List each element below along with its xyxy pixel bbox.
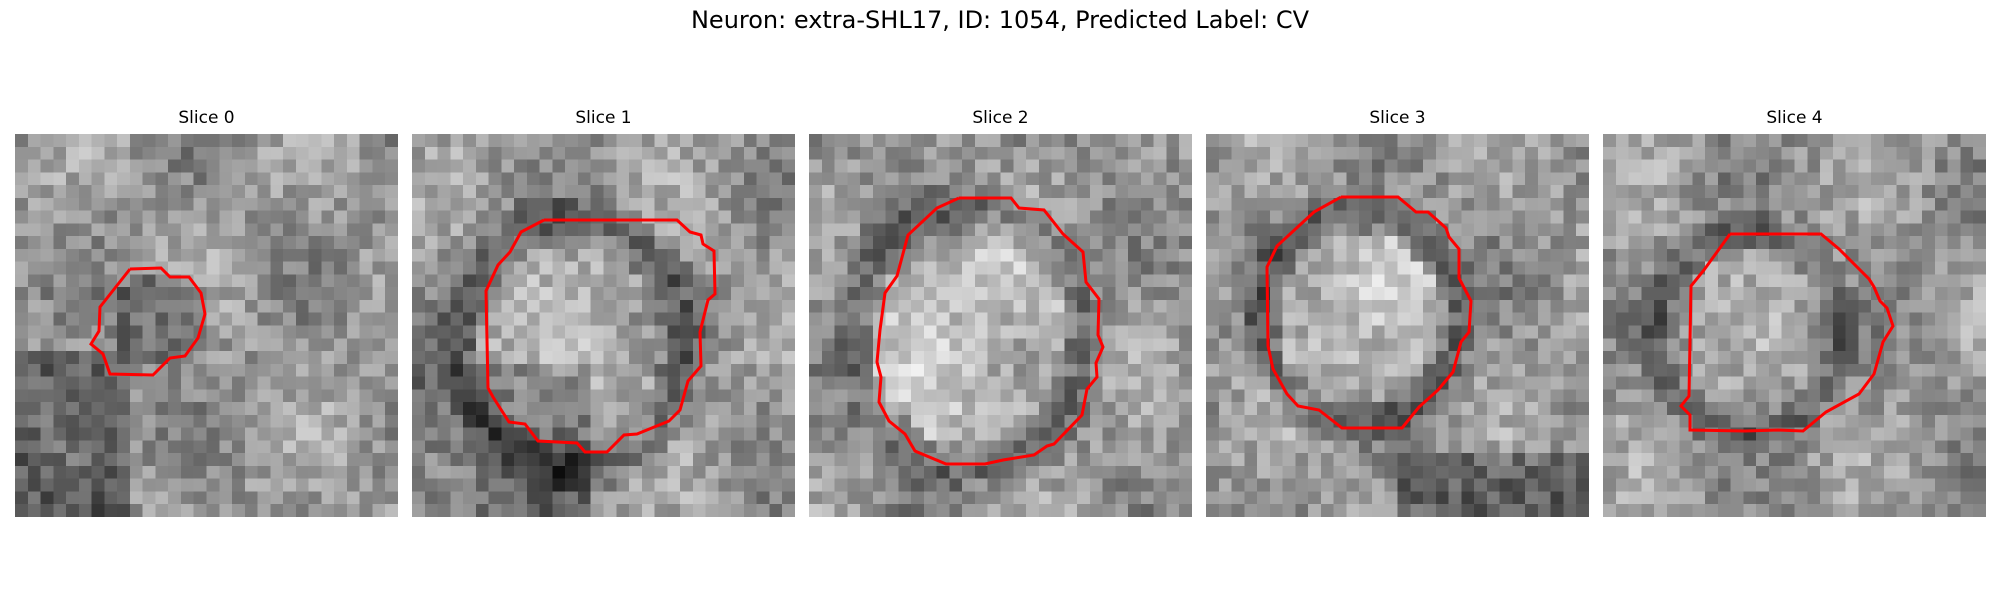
- contour-overlay: [89, 266, 207, 377]
- neuron-contour: [1265, 195, 1473, 430]
- panel-slice-1: [412, 134, 795, 517]
- contour-overlay: [1265, 195, 1473, 430]
- panel-title-slice-2: Slice 2: [972, 108, 1029, 128]
- panel-title-slice-0: Slice 0: [178, 108, 235, 128]
- panel-slice-3: [1206, 134, 1589, 517]
- panel-title-slice-4: Slice 4: [1766, 108, 1823, 128]
- neuron-contour: [1678, 232, 1895, 433]
- neuron-contour: [89, 266, 207, 377]
- contour-overlay: [484, 218, 717, 454]
- contour-overlay: [1678, 232, 1895, 433]
- microscopy-slice-image: [1603, 134, 1986, 517]
- panel-slice-2: [809, 134, 1192, 517]
- panel-slice-0: [15, 134, 398, 517]
- panel-title-slice-1: Slice 1: [575, 108, 632, 128]
- panel-title-slice-3: Slice 3: [1369, 108, 1426, 128]
- neuron-contour: [875, 196, 1105, 466]
- microscopy-slice-image: [15, 134, 398, 517]
- figure-title: Neuron: extra-SHL17, ID: 1054, Predicted…: [690, 6, 1310, 34]
- panel-slice-4: [1603, 134, 1986, 517]
- neuron-contour: [484, 218, 717, 454]
- contour-overlay: [875, 196, 1105, 466]
